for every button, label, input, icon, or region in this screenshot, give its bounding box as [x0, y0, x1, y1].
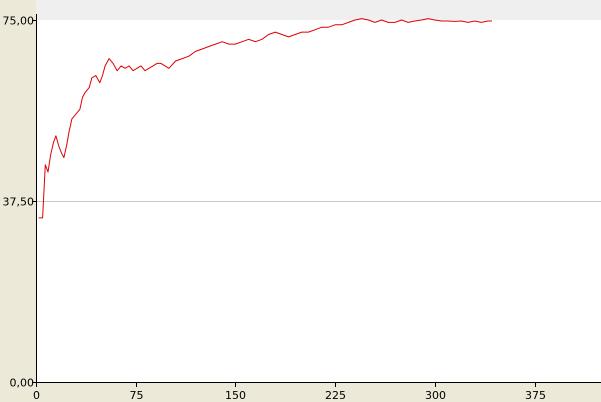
- axis-ticks: 0,00 37,50 75,00 0 75 150 225 300 375: [3, 15, 547, 402]
- x-tick-label: 75: [130, 389, 144, 402]
- x-tick-label: 225: [325, 389, 346, 402]
- y-tick-label: 37,50: [3, 196, 35, 209]
- x-tick-label: 375: [525, 389, 546, 402]
- series-line-0: [38, 18, 492, 219]
- series-layer: [38, 18, 492, 219]
- x-tick-label: 300: [425, 389, 446, 402]
- x-tick-label: 150: [225, 389, 246, 402]
- y-tick-label: 0,00: [10, 377, 35, 390]
- x-tick-label: 0: [33, 389, 40, 402]
- top-strip: [36, 0, 601, 20]
- y-tick-label: 75,00: [3, 15, 35, 28]
